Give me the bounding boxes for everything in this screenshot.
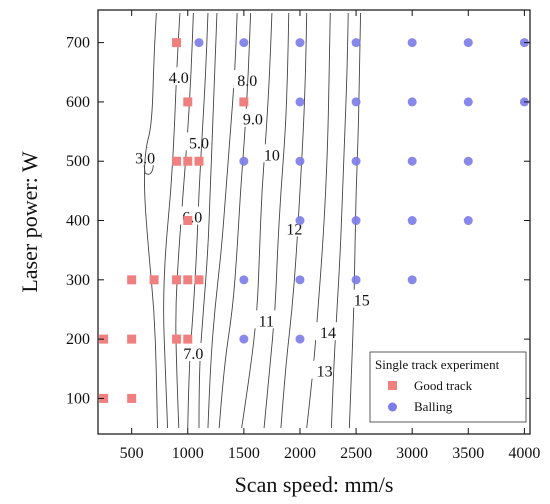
good-track-point bbox=[183, 97, 193, 107]
balling-point bbox=[194, 38, 204, 48]
balling-point bbox=[295, 38, 305, 48]
contour-label-15: 15 bbox=[354, 293, 370, 310]
balling-point bbox=[407, 275, 417, 285]
good-track-point bbox=[172, 38, 182, 48]
x-tick-label: 1000 bbox=[172, 445, 204, 462]
contour-line-outer-1 bbox=[144, 12, 158, 429]
balling-point bbox=[351, 216, 361, 226]
marker-layer bbox=[99, 38, 529, 403]
contour-label-10: 10 bbox=[264, 147, 280, 164]
balling-point bbox=[407, 38, 417, 48]
contour-label-8-0: 8.0 bbox=[237, 73, 257, 90]
legend: Single track experiment Good track Balli… bbox=[369, 351, 527, 423]
balling-point bbox=[295, 156, 305, 166]
contour-label-bg bbox=[314, 322, 343, 341]
y-tick-label: 100 bbox=[66, 390, 90, 407]
y-tick-label: 700 bbox=[66, 35, 90, 52]
legend-balling-marker bbox=[388, 402, 397, 412]
balling-point bbox=[351, 97, 361, 107]
x-tick-label: 2000 bbox=[284, 445, 316, 462]
contour-label-bg bbox=[252, 310, 281, 329]
y-tick-label: 500 bbox=[66, 153, 90, 170]
contour-label-bg bbox=[347, 289, 376, 308]
good-track-point bbox=[239, 97, 249, 107]
contour-label-9-0: 9.0 bbox=[243, 112, 263, 129]
legend-title: Single track experiment bbox=[375, 357, 500, 372]
plot-frame bbox=[97, 9, 531, 435]
contour-label-4-0: 4.0 bbox=[169, 70, 189, 87]
balling-point bbox=[295, 334, 305, 344]
balling-point bbox=[407, 156, 417, 166]
contour-label-bg bbox=[184, 132, 213, 151]
balling-point bbox=[463, 156, 473, 166]
balling-point bbox=[239, 38, 249, 48]
contour-line-11 bbox=[263, 12, 290, 429]
good-track-point bbox=[183, 334, 193, 344]
balling-point bbox=[407, 216, 417, 226]
good-track-point bbox=[172, 275, 182, 285]
good-track-point bbox=[127, 275, 137, 285]
contour-label-bg bbox=[164, 67, 193, 86]
contour-label-14: 14 bbox=[320, 325, 336, 342]
contour-label-bg bbox=[310, 360, 339, 379]
y-tick-label: 400 bbox=[66, 213, 90, 230]
contour-line-13 bbox=[306, 12, 331, 429]
balling-point bbox=[407, 97, 417, 107]
good-track-point bbox=[194, 156, 204, 166]
balling-point bbox=[295, 216, 305, 226]
contour-label-7-0: 7.0 bbox=[183, 346, 203, 363]
balling-point bbox=[295, 275, 305, 285]
x-tick-label: 1500 bbox=[228, 445, 260, 462]
legend-balling-label: Balling bbox=[414, 399, 453, 414]
good-track-point bbox=[183, 216, 193, 226]
contour-label-bg bbox=[233, 70, 262, 89]
x-tick-label: 500 bbox=[120, 445, 144, 462]
y-tick-label: 200 bbox=[66, 331, 90, 348]
balling-point bbox=[239, 156, 249, 166]
balling-point bbox=[239, 275, 249, 285]
balling-point bbox=[463, 38, 473, 48]
y-axis-title: Laser power: W bbox=[17, 151, 42, 293]
good-track-point bbox=[183, 275, 193, 285]
good-track-point bbox=[172, 334, 182, 344]
balling-point bbox=[351, 38, 361, 48]
contour-line-7-0 bbox=[198, 12, 218, 429]
good-track-point bbox=[149, 275, 159, 285]
legend-good-track-label: Good track bbox=[414, 378, 473, 393]
contour-line-4-0 bbox=[163, 12, 181, 429]
contour-label-12: 12 bbox=[286, 221, 302, 238]
y-tick-label: 600 bbox=[66, 94, 90, 111]
good-track-point bbox=[127, 334, 137, 344]
contour-label-11: 11 bbox=[259, 313, 274, 330]
contour-label-bg bbox=[257, 144, 286, 163]
contour-label-bg bbox=[179, 342, 208, 361]
x-tick-label: 2500 bbox=[340, 445, 372, 462]
good-track-point bbox=[172, 156, 182, 166]
balling-point bbox=[239, 334, 249, 344]
legend-good-track-marker bbox=[388, 381, 397, 390]
x-tick-label: 4000 bbox=[508, 445, 540, 462]
contour-line-14 bbox=[330, 12, 349, 429]
contour-label-13: 13 bbox=[317, 364, 333, 381]
contour-label-bg bbox=[238, 108, 267, 127]
contour-label-5-0: 5.0 bbox=[189, 135, 209, 152]
contour-line-8-0 bbox=[207, 12, 238, 429]
contour-line-10 bbox=[241, 12, 273, 429]
good-track-point bbox=[194, 275, 204, 285]
good-track-point bbox=[183, 156, 193, 166]
x-tick-label: 3500 bbox=[452, 445, 484, 462]
balling-point bbox=[351, 156, 361, 166]
balling-point bbox=[295, 97, 305, 107]
x-axis-title: Scan speed: mm/s bbox=[235, 472, 394, 497]
y-tick-label: 300 bbox=[66, 272, 90, 289]
tick-layer: 500 1000 1500 2000 2500 3000 3500 4000 100 200 300… bbox=[66, 10, 540, 462]
balling-point bbox=[463, 216, 473, 226]
balling-point bbox=[351, 275, 361, 285]
x-tick-label: 3000 bbox=[396, 445, 428, 462]
good-track-point bbox=[127, 393, 137, 403]
balling-point bbox=[463, 97, 473, 107]
